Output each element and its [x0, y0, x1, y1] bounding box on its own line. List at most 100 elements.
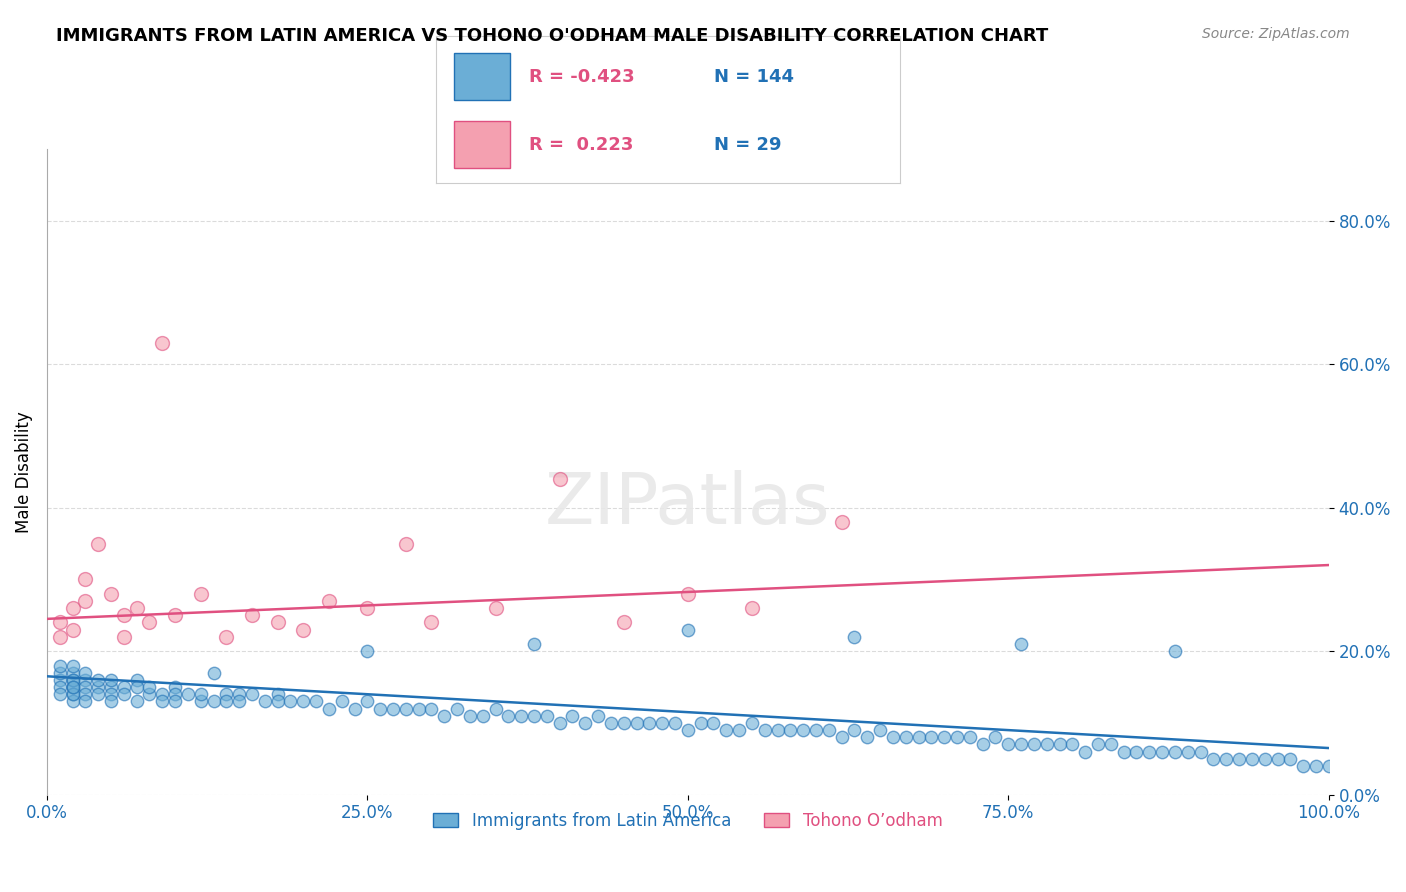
Point [1317, 759, 1340, 773]
Point [818, 723, 841, 738]
Point [62, 687, 84, 701]
Point [48, 615, 70, 630]
Point [420, 701, 443, 715]
Point [638, 715, 661, 730]
Point [1267, 752, 1289, 766]
Point [165, 608, 187, 623]
Point [125, 680, 148, 694]
Point [343, 701, 366, 715]
Point [920, 731, 942, 745]
Point [600, 715, 623, 730]
Point [75, 594, 97, 608]
Point [202, 694, 225, 708]
Point [613, 715, 636, 730]
Point [1010, 637, 1032, 651]
Point [1099, 738, 1122, 752]
Point [1022, 738, 1045, 752]
Point [716, 723, 738, 738]
Point [804, 723, 827, 738]
Point [112, 680, 135, 694]
Point [523, 637, 546, 651]
Point [1292, 759, 1315, 773]
Point [190, 694, 212, 708]
Point [856, 731, 879, 745]
Point [1087, 738, 1109, 752]
Point [253, 694, 276, 708]
Point [844, 723, 866, 738]
Point [844, 630, 866, 644]
Point [48, 673, 70, 687]
Point [536, 708, 558, 723]
Point [62, 680, 84, 694]
Point [100, 587, 122, 601]
Point [266, 687, 288, 701]
Point [356, 644, 378, 658]
Point [1035, 738, 1057, 752]
Point [702, 715, 724, 730]
Point [869, 723, 891, 738]
Point [266, 615, 288, 630]
Point [882, 731, 904, 745]
Point [318, 594, 340, 608]
Point [215, 687, 238, 701]
Point [676, 623, 699, 637]
Point [766, 723, 789, 738]
Point [62, 623, 84, 637]
Point [62, 658, 84, 673]
Point [165, 680, 187, 694]
Point [138, 615, 160, 630]
Text: IMMIGRANTS FROM LATIN AMERICA VS TOHONO O'ODHAM MALE DISABILITY CORRELATION CHAR: IMMIGRANTS FROM LATIN AMERICA VS TOHONO … [56, 27, 1049, 45]
Point [1125, 745, 1147, 759]
Point [395, 536, 418, 550]
Point [1164, 745, 1187, 759]
Point [651, 715, 673, 730]
Point [1112, 745, 1135, 759]
Point [240, 687, 263, 701]
Point [1215, 752, 1237, 766]
Point [997, 738, 1019, 752]
Point [689, 715, 711, 730]
Point [112, 630, 135, 644]
Point [1253, 752, 1275, 766]
Point [228, 687, 250, 701]
Point [446, 701, 468, 715]
Point [1177, 745, 1199, 759]
Point [48, 680, 70, 694]
Point [190, 687, 212, 701]
Point [792, 723, 814, 738]
Point [190, 587, 212, 601]
Point [484, 701, 506, 715]
Point [62, 680, 84, 694]
Point [100, 673, 122, 687]
Point [471, 708, 494, 723]
Point [112, 687, 135, 701]
Point [150, 694, 173, 708]
Point [48, 630, 70, 644]
Point [125, 601, 148, 615]
Point [100, 680, 122, 694]
Point [87, 536, 110, 550]
Point [125, 673, 148, 687]
Point [62, 694, 84, 708]
Point [741, 715, 763, 730]
Point [831, 731, 853, 745]
Point [75, 573, 97, 587]
Point [138, 680, 160, 694]
Point [548, 472, 571, 486]
Point [1227, 752, 1250, 766]
Text: Source: ZipAtlas.com: Source: ZipAtlas.com [1202, 27, 1350, 41]
Point [458, 708, 481, 723]
Point [626, 715, 648, 730]
Point [946, 731, 969, 745]
Legend: Immigrants from Latin America, Tohono O’odham: Immigrants from Latin America, Tohono O’… [425, 804, 950, 838]
Point [420, 615, 443, 630]
Point [728, 723, 751, 738]
Point [498, 708, 520, 723]
Point [62, 601, 84, 615]
Point [305, 694, 328, 708]
Point [48, 687, 70, 701]
Point [586, 708, 609, 723]
Point [1049, 738, 1071, 752]
Point [1279, 752, 1302, 766]
Point [972, 738, 994, 752]
